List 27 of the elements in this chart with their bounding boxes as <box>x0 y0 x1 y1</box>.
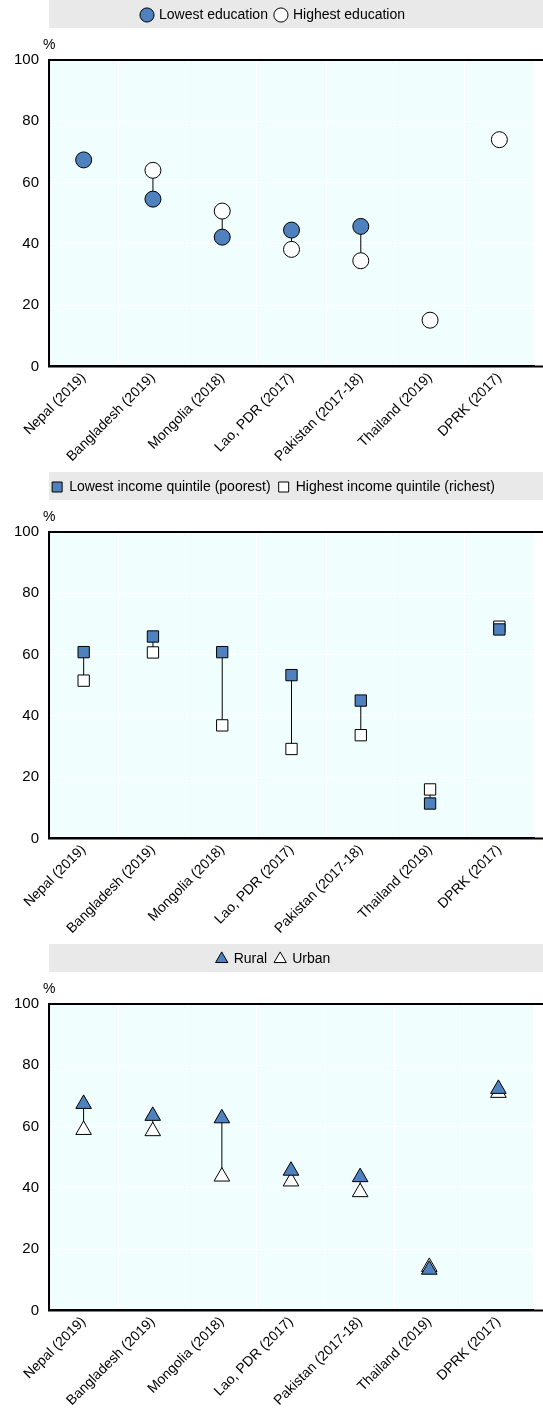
y-tick-label: 100 <box>14 50 40 68</box>
y-tick-label: 80 <box>22 1055 40 1073</box>
y-tick-label: 80 <box>22 583 40 601</box>
y-tick-label: 60 <box>22 1116 40 1134</box>
legend-label: Lowest education <box>158 5 268 22</box>
y-tick-label: 0 <box>30 1300 40 1318</box>
legend-label: Urban <box>292 949 331 966</box>
y-tick-label: 60 <box>22 172 40 190</box>
y-axis-title: % <box>43 35 56 52</box>
y-tick-label: 0 <box>30 356 40 374</box>
y-tick-label: 60 <box>22 644 40 662</box>
y-tick-label: 20 <box>22 767 40 785</box>
y-axis-title: % <box>43 979 56 996</box>
y-tick-label: 40 <box>22 234 40 252</box>
y-tick-label: 0 <box>30 828 40 846</box>
y-tick-label: 100 <box>14 522 40 540</box>
y-tick-label: 100 <box>14 994 40 1012</box>
legend-label: Rural <box>233 949 268 966</box>
legend-label: Highest income quintile (richest) <box>295 477 495 494</box>
legend-label: Highest education <box>292 5 406 22</box>
y-tick-label: 20 <box>22 1239 40 1257</box>
y-tick-label: 80 <box>22 111 40 129</box>
y-tick-label: 20 <box>22 295 40 313</box>
y-axis-title: % <box>43 507 56 524</box>
y-tick-label: 40 <box>22 1178 40 1196</box>
legend-label: Lowest income quintile (poorest) <box>69 477 271 494</box>
y-tick-label: 40 <box>22 706 40 724</box>
